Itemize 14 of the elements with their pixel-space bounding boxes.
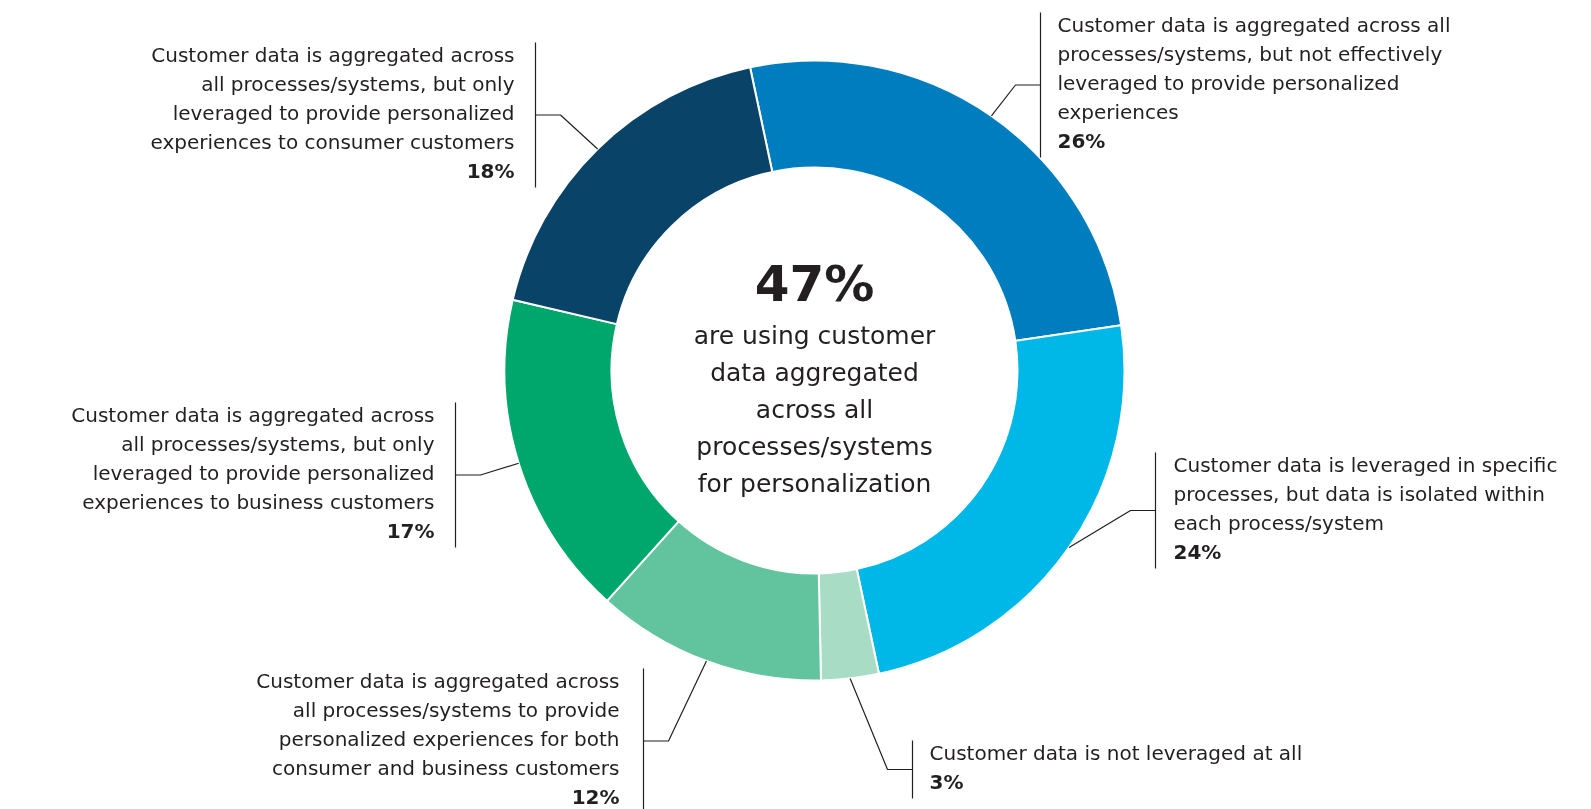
data-label: 17%	[386, 518, 435, 543]
data-label: 3%	[929, 769, 964, 794]
data-label: 24%	[1173, 539, 1222, 564]
slice-label: Customer data is leveraged in specific processes, but data is isolated within each process/system	[1173, 452, 1558, 535]
slice-label: Customer data is aggregated across all processes/systems, but only leveraged to provide personalized experiences to business customers	[71, 402, 435, 514]
slice-label: Customer data is aggregated across all processes/systems to provide personalized experiences for both consumer and business customers	[256, 668, 620, 780]
text: 47%	[754, 254, 875, 313]
slice-label: Customer data is not leveraged at all	[929, 740, 1303, 765]
slice-label: Customer data is aggregated across all processes/systems, but not effectively leveraged to provide personalized experiences	[1057, 12, 1451, 124]
data-label: 18%	[466, 158, 515, 183]
data-label: 12%	[571, 784, 620, 809]
data-label: 26%	[1057, 128, 1106, 153]
slice-label: Customer data is aggregated across all processes/systems, but only leveraged to provide personalized experiences to consumer customers	[150, 42, 515, 154]
text: are using customer data aggregated across all processes/systems for personalization	[693, 321, 937, 498]
